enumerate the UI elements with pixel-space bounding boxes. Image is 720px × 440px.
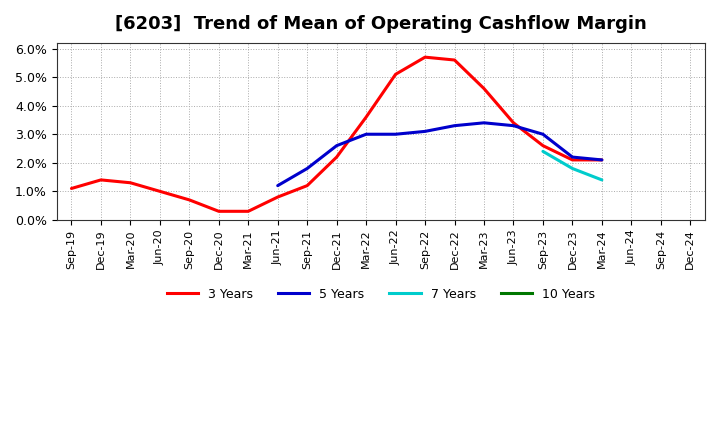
Legend: 3 Years, 5 Years, 7 Years, 10 Years: 3 Years, 5 Years, 7 Years, 10 Years — [162, 282, 600, 306]
Title: [6203]  Trend of Mean of Operating Cashflow Margin: [6203] Trend of Mean of Operating Cashfl… — [115, 15, 647, 33]
